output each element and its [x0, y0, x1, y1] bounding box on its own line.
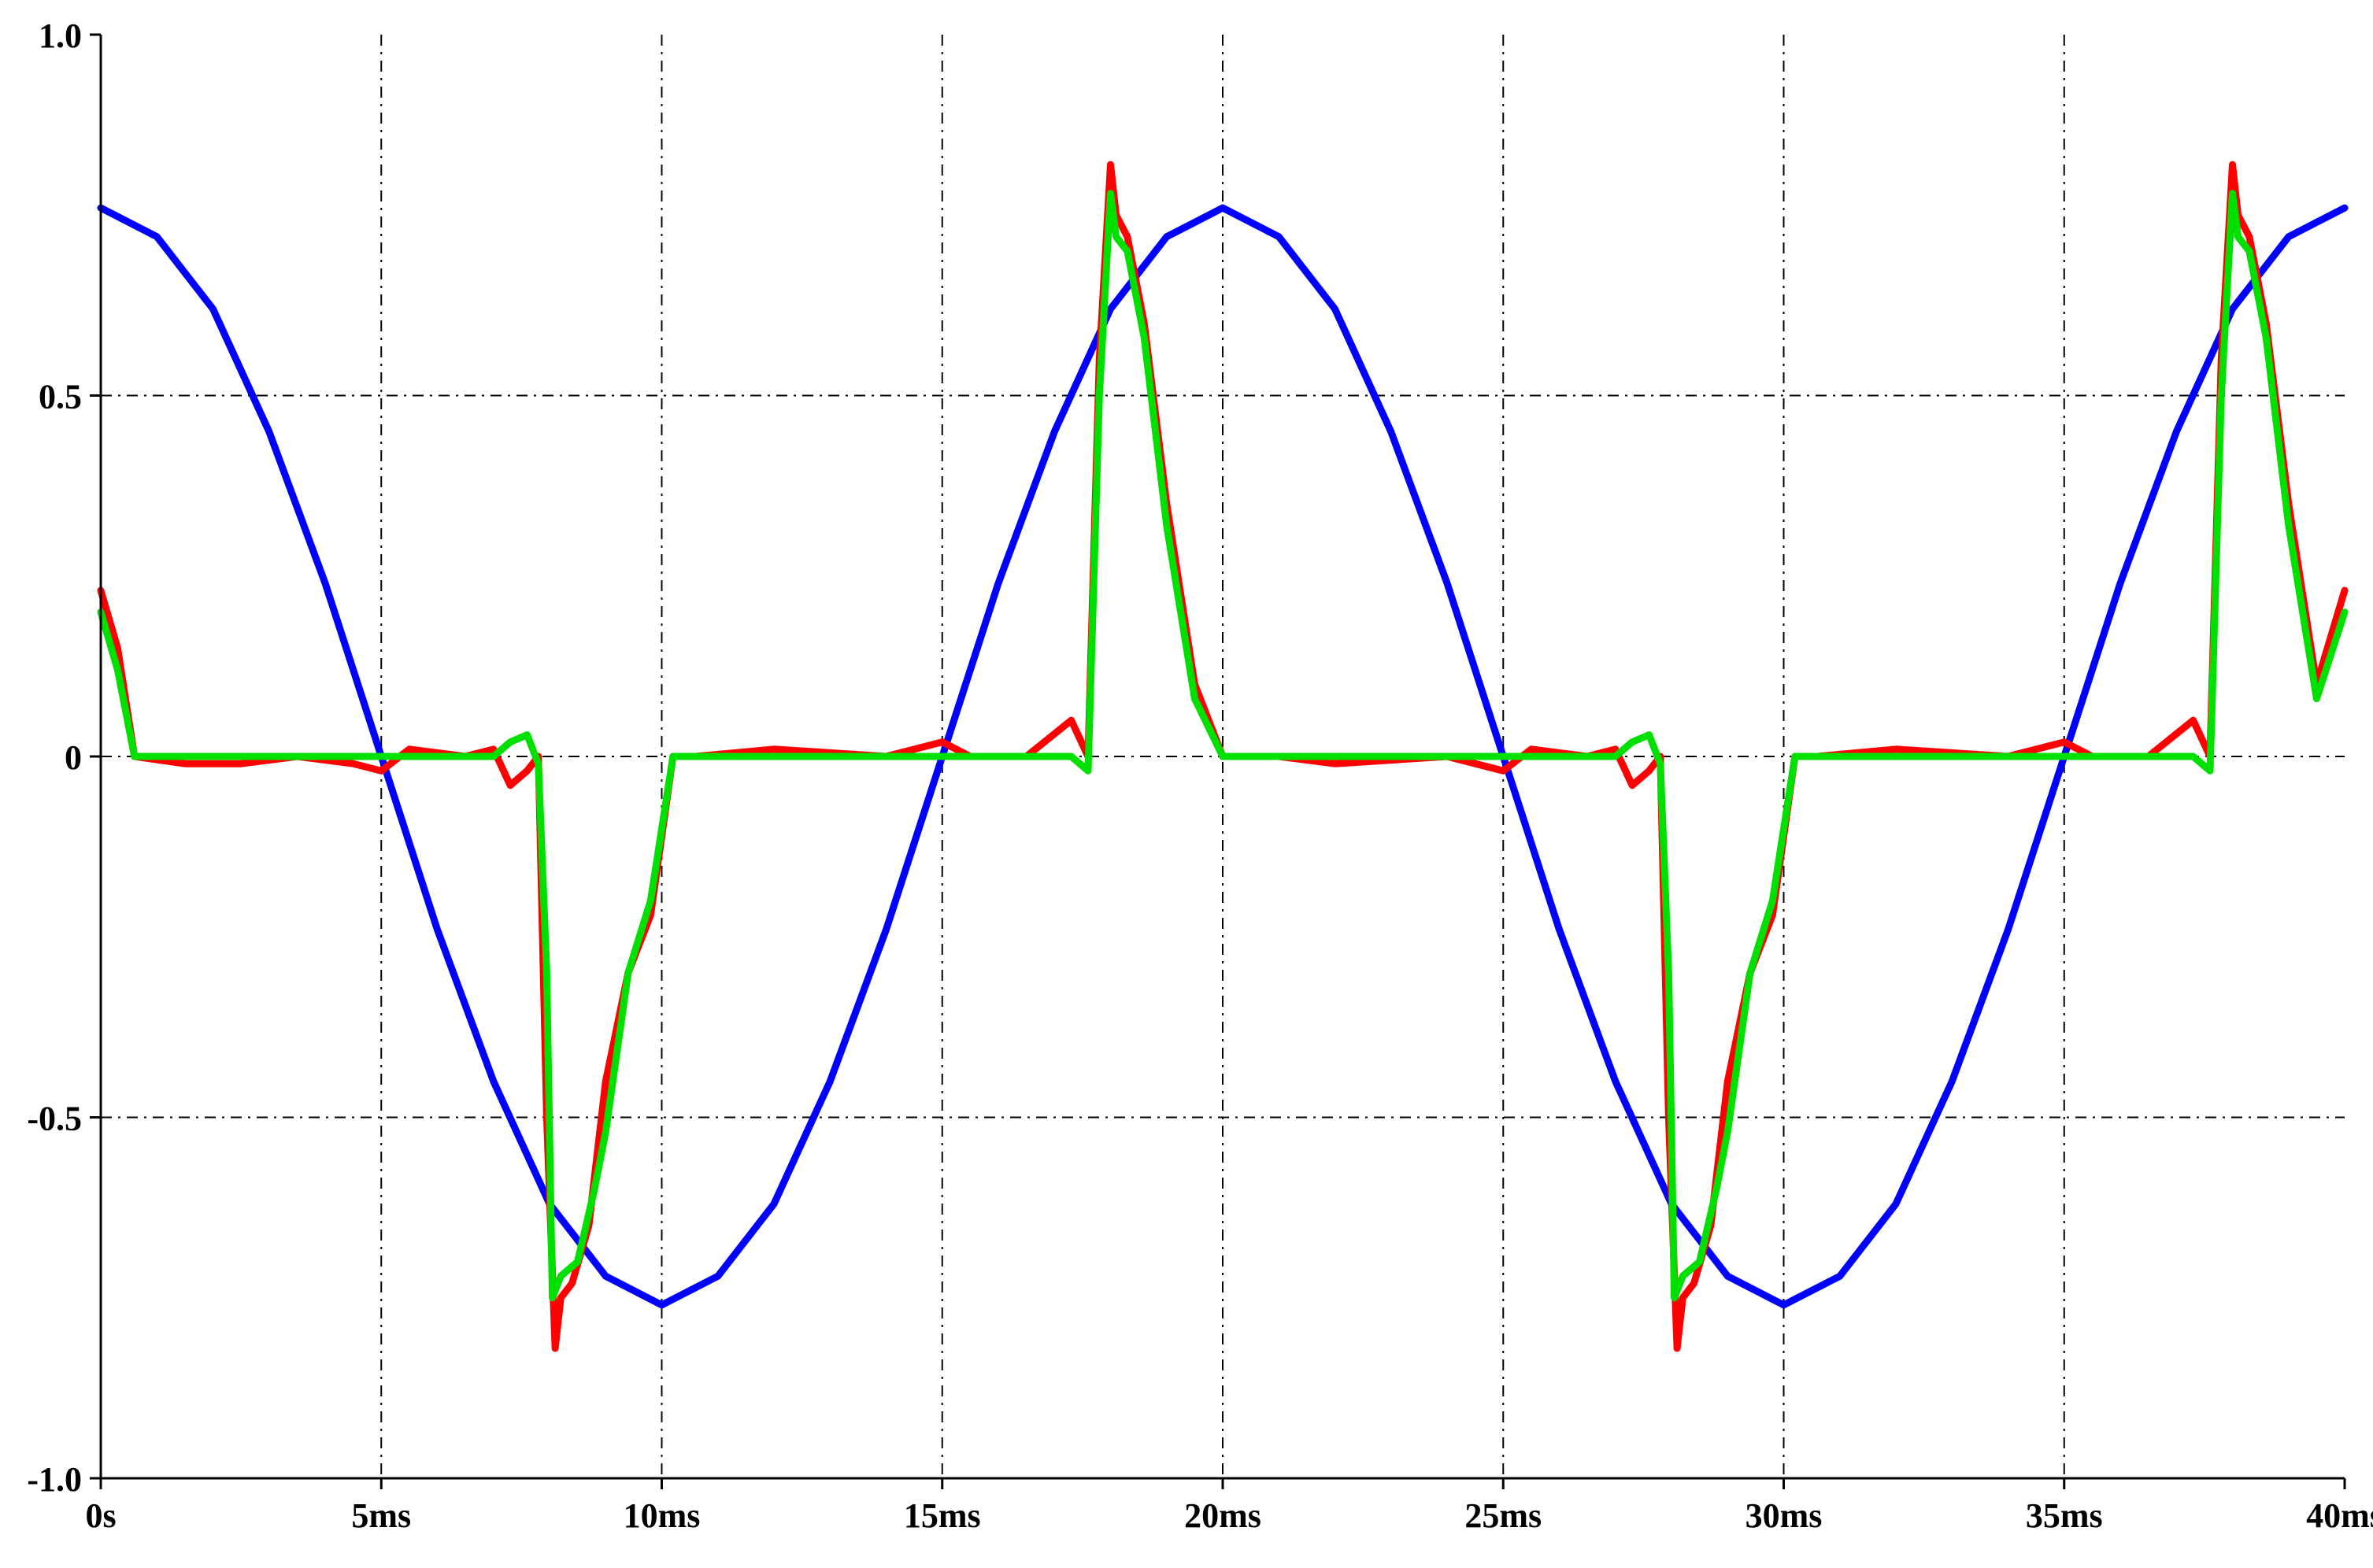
y-tick-label: -1.0: [27, 1460, 82, 1499]
x-tick-label: 10ms: [624, 1496, 701, 1535]
y-tick-label: 1.0: [39, 17, 82, 55]
tick-labels: 0s 5ms 10ms 15ms 20ms 25ms 30ms 35ms 40ms 1.0 0.5 0…: [27, 17, 2373, 1535]
axes: [90, 33, 2346, 1489]
x-tick-label: 0s: [85, 1496, 116, 1535]
series-line-3: [97, 190, 2349, 1302]
series-lines: [97, 161, 2349, 1352]
x-tick-label: 40ms: [2306, 1496, 2373, 1535]
y-tick-label: -0.5: [27, 1100, 82, 1138]
y-tick-label: 0: [65, 738, 82, 777]
x-tick-label: 35ms: [2026, 1496, 2103, 1535]
x-tick-label: 5ms: [351, 1496, 411, 1535]
x-tick-label: 15ms: [904, 1496, 981, 1535]
x-tick-label: 25ms: [1464, 1496, 1542, 1535]
series-line-1: [97, 204, 2349, 1309]
y-tick-label: 0.5: [39, 378, 82, 416]
x-tick-label: 20ms: [1184, 1496, 1261, 1535]
x-tick-label: 30ms: [1746, 1496, 1823, 1535]
